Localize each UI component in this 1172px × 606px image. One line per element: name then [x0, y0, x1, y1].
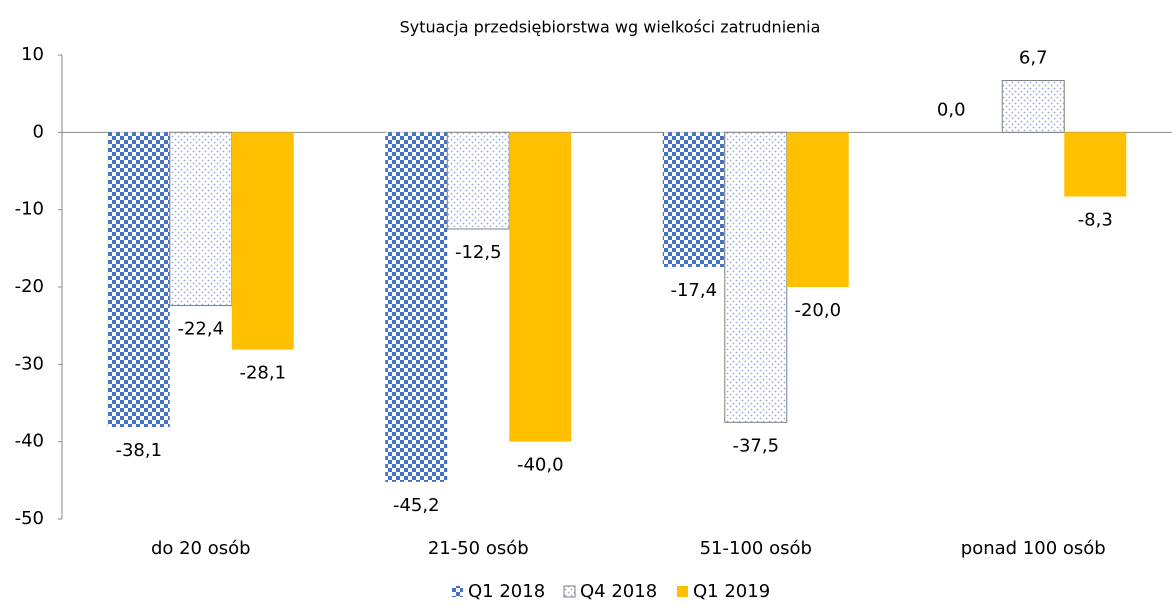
bar	[509, 132, 572, 442]
legend-swatch	[452, 586, 463, 597]
y-tick-label: 0	[33, 121, 44, 142]
x-tick-label: 51-100 osób	[700, 538, 812, 559]
y-tick-label: -50	[15, 508, 44, 529]
bar	[107, 132, 170, 427]
legend-swatch	[563, 585, 576, 598]
bar	[662, 132, 725, 267]
data-label: -12,5	[455, 242, 502, 263]
bar	[446, 131, 510, 230]
bar	[169, 131, 233, 307]
bar	[1064, 132, 1127, 197]
x-tick-label: 21-50 osób	[428, 538, 529, 559]
legend-swatch	[677, 586, 688, 597]
y-tick-label: -40	[15, 431, 44, 452]
legend-label: Q1 2018	[468, 581, 545, 602]
x-tick-label: do 20 osób	[151, 538, 251, 559]
bar	[385, 132, 448, 482]
data-label: -40,0	[517, 455, 564, 476]
bar	[724, 131, 788, 423]
legend-label: Q4 2018	[580, 581, 657, 602]
data-label: -38,1	[115, 440, 162, 461]
bar	[231, 132, 294, 350]
data-label: -45,2	[393, 495, 440, 516]
data-label: 0,0	[937, 99, 966, 120]
y-tick-label: -10	[15, 199, 44, 220]
y-tick-label: -30	[15, 353, 44, 374]
data-label: 6,7	[1019, 48, 1048, 69]
data-label: -37,5	[732, 435, 779, 456]
data-label: -28,1	[239, 363, 286, 384]
y-tick-label: 10	[21, 44, 44, 65]
legend-label: Q1 2019	[693, 581, 770, 602]
chart-title: Sytuacja przedsiębiorstwa wg wielkości z…	[400, 18, 821, 37]
data-label: -8,3	[1078, 210, 1113, 231]
x-tick-label: ponad 100 osób	[961, 538, 1106, 559]
data-label: -22,4	[177, 319, 224, 340]
bar	[1001, 80, 1065, 133]
y-tick-label: -20	[15, 276, 44, 297]
bar	[786, 132, 849, 287]
data-label: -17,4	[670, 280, 717, 301]
data-label: -20,0	[794, 300, 841, 321]
